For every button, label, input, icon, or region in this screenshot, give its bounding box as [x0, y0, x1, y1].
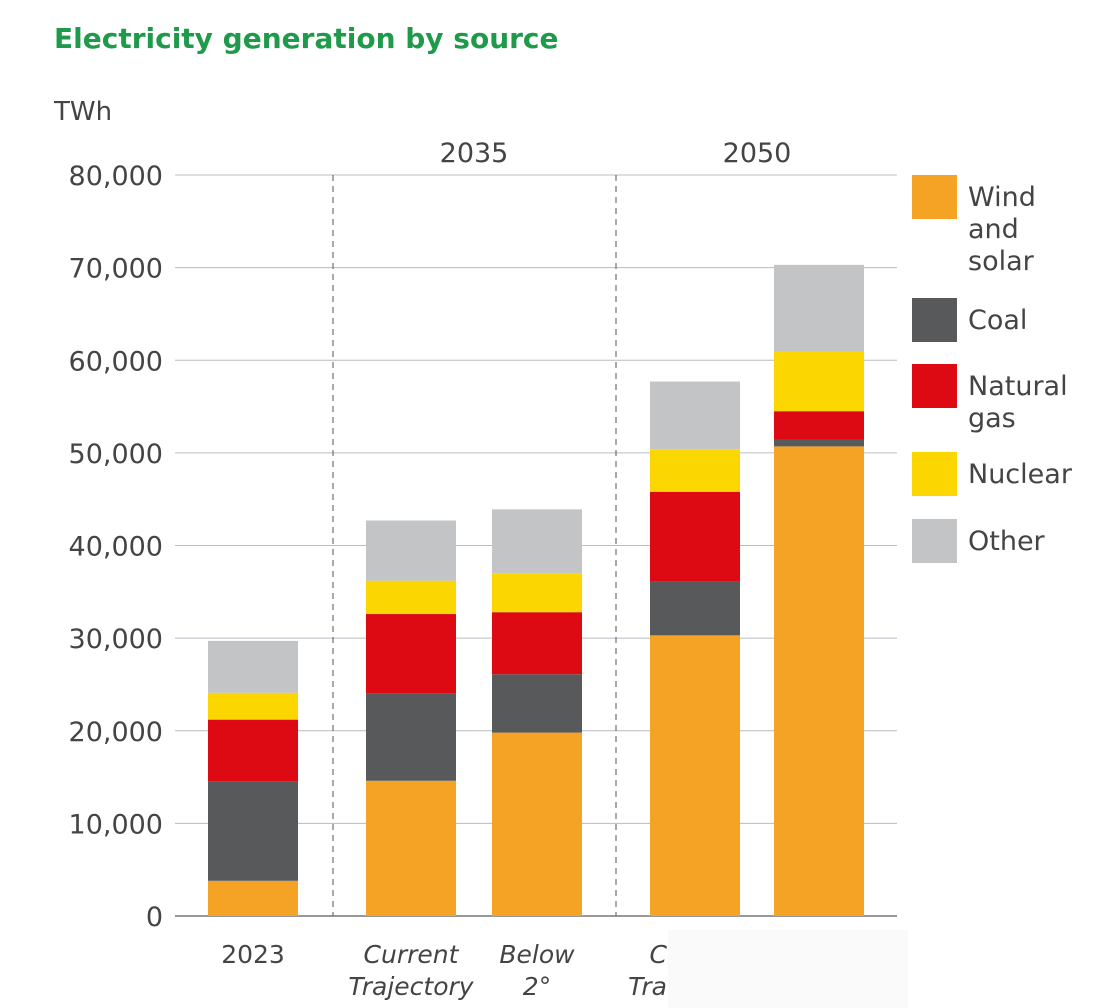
bar-segment-natural-gas — [208, 719, 298, 782]
bar-segment-coal — [650, 581, 740, 636]
bar-segment-wind-and-solar — [774, 446, 864, 916]
bar-segment-other — [650, 381, 740, 450]
bar-segment-wind-and-solar — [650, 635, 740, 916]
bar-segment-other — [774, 264, 864, 351]
legend-label: and — [968, 214, 1019, 245]
legend-label: Wind — [968, 182, 1036, 213]
bar-segment-natural-gas — [492, 612, 582, 675]
bar-segment-wind-and-solar — [208, 880, 298, 916]
y-tick-label: 30,000 — [69, 624, 163, 655]
legend-swatch — [912, 175, 957, 219]
bar-segment-natural-gas — [774, 411, 864, 440]
y-tick-label: 40,000 — [69, 532, 163, 563]
x-tick-label: C — [650, 940, 668, 969]
y-tick-label: 50,000 — [69, 439, 163, 470]
bar-segment-coal — [492, 674, 582, 733]
x-tick-label: 2° — [523, 972, 551, 1001]
bar-segment-wind-and-solar — [492, 732, 582, 916]
group-label: 2050 — [723, 138, 792, 169]
y-tick-label: 10,000 — [69, 809, 163, 840]
legend-label: Natural — [968, 371, 1068, 402]
bar-segment-other — [492, 509, 582, 574]
bar-segment-nuclear — [492, 573, 582, 613]
legend-label: Nuclear — [968, 459, 1073, 490]
bar-segment-natural-gas — [366, 614, 456, 694]
bar-segment-coal — [366, 693, 456, 781]
y-tick-label: 20,000 — [69, 717, 163, 748]
legend-swatch — [912, 452, 957, 496]
legend-label: Other — [968, 526, 1046, 557]
x-tick-label: Current — [364, 940, 460, 969]
bar-segment-natural-gas — [650, 491, 740, 582]
bar-segment-nuclear — [366, 580, 456, 615]
bar-segment-other — [208, 640, 298, 693]
bar-segment-wind-and-solar — [366, 780, 456, 916]
bar-segment-nuclear — [650, 449, 740, 492]
legend-swatch — [912, 519, 957, 563]
group-label: 2035 — [440, 138, 509, 169]
x-tick-label: Below — [499, 940, 575, 969]
chart-title: Electricity generation by source — [54, 22, 559, 55]
x-tick-label: 2023 — [221, 940, 285, 969]
y-axis-label: TWh — [53, 97, 112, 127]
y-tick-label: 80,000 — [69, 161, 163, 192]
watermark-overlay — [668, 930, 908, 1008]
x-tick-label: Tra — [628, 972, 667, 1001]
bar-segment-coal — [774, 439, 864, 447]
x-tick-label: Trajectory — [348, 972, 474, 1001]
y-tick-label: 70,000 — [69, 254, 163, 285]
bar-segment-coal — [208, 781, 298, 881]
bar-segment-other — [366, 520, 456, 581]
legend-label: gas — [968, 403, 1016, 434]
bar-segment-nuclear — [774, 350, 864, 412]
legend-swatch — [912, 364, 957, 408]
y-tick-label: 60,000 — [69, 346, 163, 377]
bar-segment-nuclear — [208, 692, 298, 720]
y-tick-label: 0 — [146, 902, 163, 933]
legend-label: solar — [968, 246, 1035, 277]
legend-label: Coal — [968, 305, 1027, 336]
legend-swatch — [912, 298, 957, 342]
